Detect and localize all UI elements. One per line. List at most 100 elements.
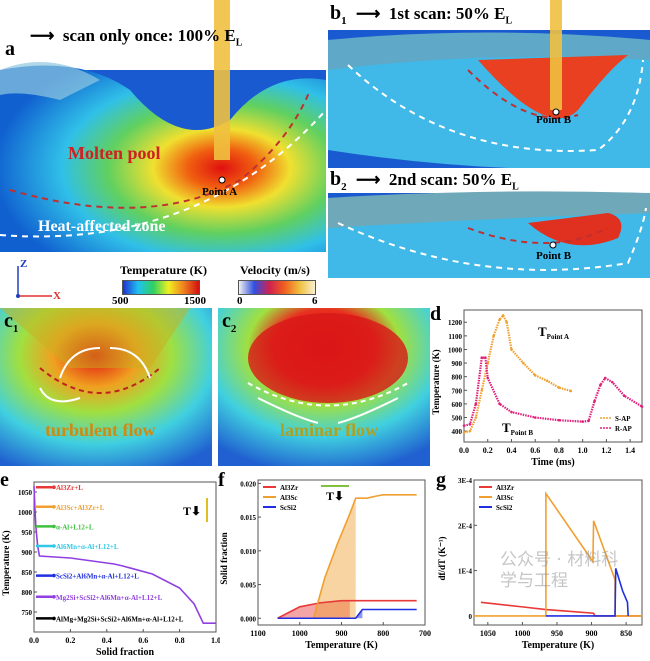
panel-letter: a	[5, 38, 15, 60]
x-tick-label: 1.4	[625, 446, 635, 455]
phase-dot	[52, 485, 56, 489]
phase-dot	[52, 573, 56, 578]
y-tick-label: 1050	[18, 489, 33, 497]
y-tick-label: 950	[22, 529, 33, 537]
y-tick-label: 0.005	[240, 582, 256, 590]
t-down-label: T⬇	[326, 489, 344, 503]
y-tick-label: 0.000	[240, 615, 256, 623]
data-point	[492, 334, 495, 338]
x-tick-label: 0.4	[102, 636, 112, 645]
y-tick-label: 400	[452, 428, 463, 436]
x-tick-label: 0.4	[506, 446, 516, 455]
panel-letter: f	[218, 470, 225, 491]
axis-z-label: Z	[20, 258, 28, 270]
x-tick-label: 1050	[480, 629, 496, 638]
data-point	[462, 431, 466, 434]
panel-letter: b2	[330, 168, 347, 193]
data-point	[474, 416, 478, 419]
data-point	[484, 356, 487, 359]
x-tick-label: 850	[620, 629, 632, 638]
data-point	[587, 419, 590, 423]
y-axis-label: Temperature (K)	[1, 530, 11, 595]
x-tick-label: 1.0	[578, 446, 588, 455]
temperature-legend-title: Temperature (K)	[120, 263, 207, 277]
y-tick-label: 1200	[448, 319, 463, 327]
panel-letter: g	[436, 470, 446, 491]
data-point	[510, 348, 513, 351]
x-tick-label: 0.6	[138, 636, 148, 645]
y-tick-label: 0.015	[240, 514, 256, 522]
velocity-legend-title: Velocity (m/s)	[240, 263, 310, 277]
panel-c2-simulation: c2 laminar flow	[218, 308, 430, 466]
annotation-subscript: Point A	[547, 333, 569, 341]
phase-label: Al3Sc+Al3Zr+L	[56, 504, 105, 512]
y-tick-label: 1E-4	[458, 568, 473, 576]
flow-render-c2	[218, 308, 430, 466]
laminar-flow-label: laminar flow	[280, 420, 379, 440]
x-axis-label: Time (ms)	[531, 457, 574, 468]
y-axis-label: df/dT (K⁻¹)	[437, 536, 447, 580]
panel-b2-simulation: b2 ⟶ 2nd scan: 50% EL Point B	[328, 168, 650, 300]
x-tick-label: 0.2	[65, 636, 75, 645]
chart-g-dfdt: 1050 1000 950 900 850 0 1E-4 2E-4 3E-4 Temperatur…	[436, 470, 643, 651]
x-axis-label: Solid fraction	[96, 647, 154, 658]
flow-render-c1	[0, 308, 212, 466]
x-tick-label: 1000	[292, 629, 308, 638]
panel-b1-simulation: b1 ⟶ 1st scan: 50% EL Point B	[328, 0, 650, 168]
x-tick-label: 1000	[514, 629, 530, 638]
data-point	[522, 361, 525, 365]
velocity-max: 6	[312, 295, 318, 307]
x-axis-label: Temperature (K)	[305, 640, 378, 651]
y-tick-label: 0.020	[240, 480, 256, 488]
panel-a-title: ⟶ scan only once: 100% EL	[30, 26, 243, 49]
data-point	[593, 399, 596, 403]
data-point	[533, 416, 537, 419]
x-tick-label: 1100	[250, 629, 266, 638]
data-point	[480, 356, 484, 359]
legend-label: ScSi2	[280, 504, 297, 512]
x-tick-label: 1.2	[601, 446, 611, 455]
y-axis-label: Temperature (K)	[431, 349, 441, 414]
phase-dot	[52, 595, 56, 599]
y-tick-label: 0.010	[240, 548, 256, 556]
phase-label: α-Al+L12+L	[56, 523, 94, 531]
legend-label: R-AP	[615, 425, 632, 433]
legend-label: S-AP	[615, 415, 631, 423]
point-b-label: Point B	[536, 250, 572, 262]
melt-pool-render-b1	[328, 0, 650, 168]
temperature-min: 500	[112, 295, 129, 307]
y-tick-label: 2E-4	[458, 522, 473, 530]
phase-dot	[52, 616, 56, 621]
y-tick-label: 900	[452, 360, 463, 368]
y-tick-label: 1100	[448, 333, 462, 341]
point-b-label: Point B	[536, 114, 572, 126]
series-line-ScSi2	[545, 568, 629, 617]
y-tick-label: 750	[22, 609, 33, 617]
y-tick-label: 700	[452, 387, 463, 395]
annotation-t-point-b: TPoint B	[502, 420, 533, 437]
x-tick-label: 900	[586, 629, 598, 638]
melt-pool-render-a	[0, 0, 326, 252]
legend-label: Al3Zr	[280, 484, 298, 492]
data-point	[468, 429, 472, 433]
data-point	[498, 318, 501, 321]
y-tick-label: 800	[22, 589, 33, 597]
x-axis-label: Temperature (K)	[522, 640, 595, 651]
data-point	[468, 423, 472, 426]
x-tick-label: 0.2	[483, 446, 493, 455]
legend-label: Al3Sc	[280, 494, 298, 502]
data-point	[533, 374, 537, 377]
temperature-colorbar	[122, 280, 200, 295]
t-down-label: T⬇	[183, 504, 201, 518]
plot-frame	[473, 479, 643, 626]
data-point	[501, 314, 505, 317]
haz-label: Heat-affected zone	[38, 218, 166, 235]
legend-label: Al3Sc	[496, 494, 514, 502]
x-tick-label: 0.0	[459, 446, 469, 455]
y-axis-label: Solid fraction	[219, 532, 229, 584]
molten-pool-label: Molten pool	[68, 143, 161, 163]
data-point	[480, 388, 484, 392]
data-point	[557, 418, 561, 422]
data-point	[611, 380, 614, 384]
x-tick-label: 0.8	[554, 446, 564, 455]
